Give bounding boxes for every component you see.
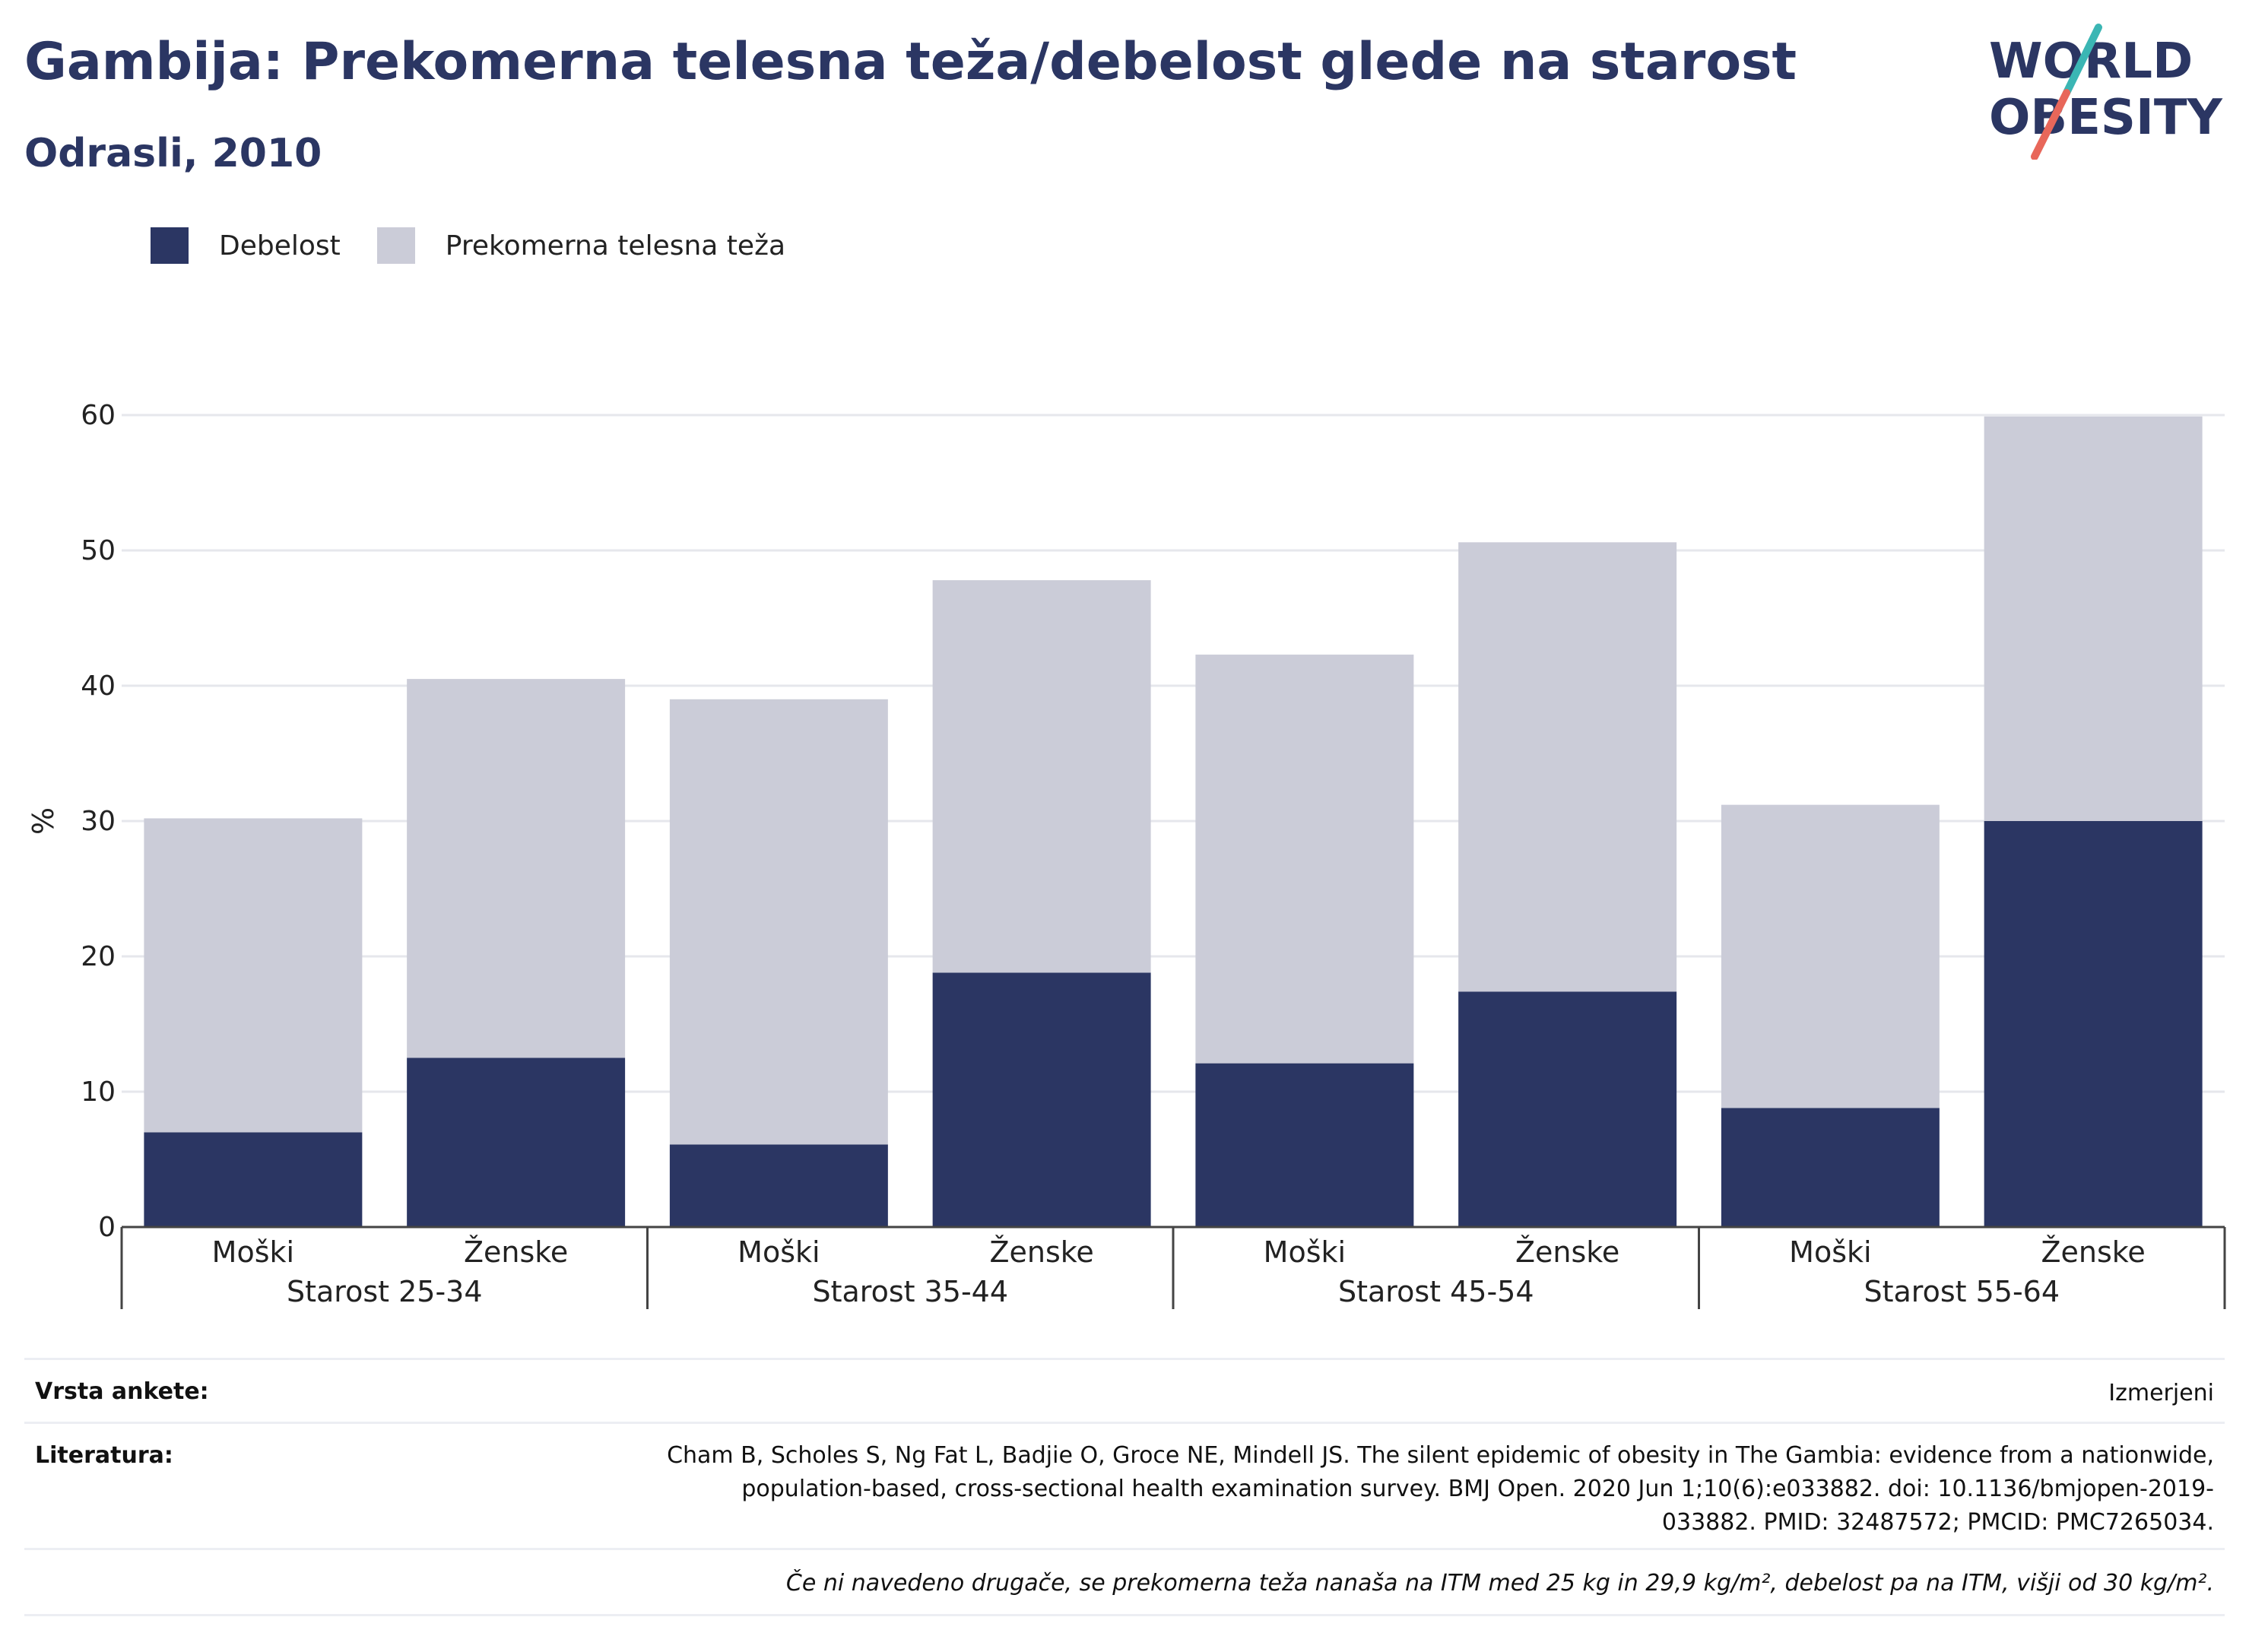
x-category-label: Moški [1789,1235,1871,1269]
bar-obesity [1195,1063,1414,1227]
bar-overweight [1195,655,1414,1064]
stacked-bar-chart: 0 10 20 30 40 50 60% Moški Ženske Moški Ženske Mošk… [27,400,2226,1309]
bar-obesity [1984,821,2203,1227]
bar-overweight [144,818,363,1133]
x-group-label: Starost 35-44 [812,1275,1008,1308]
logo-coral-stroke [2031,89,2070,160]
legend-label-obesity: Debelost [219,230,341,262]
y-tick-label: 10 [81,1076,116,1108]
x-group-label: Starost 45-54 [1338,1275,1534,1308]
reference-line: Cham B, Scholes S, Ng Fat L, Badjie O, G… [667,1442,2214,1469]
legend: Debelost Prekomerna telesna teža [151,227,822,265]
reference-line: 033882. PMID: 32487572; PMCID: PMC726503… [1661,1509,2214,1536]
x-category-label: Moški [212,1235,294,1269]
survey-label: Vrsta ankete: [35,1378,209,1405]
y-tick-label: 0 [98,1212,116,1243]
x-category-label: Moški [738,1235,820,1269]
bar-obesity [932,972,1151,1227]
bar-overweight [1458,542,1677,992]
bar-overweight [932,580,1151,973]
y-axis-label: % [27,807,60,835]
legend-item-overweight[interactable]: Prekomerna telesna teža [376,227,786,264]
y-tick-label: 20 [81,941,116,972]
legend-item-obesity[interactable]: Debelost [151,227,341,264]
x-category-label: Moški [1264,1235,1346,1269]
x-category-label: Ženske [2041,1235,2145,1269]
chart-title: Gambija: Prekomerna telesna teža/debelos… [24,32,1797,92]
logo-line2: OBESITY [1989,90,2222,146]
y-tick-label: 40 [81,671,116,702]
legend-label-overweight: Prekomerna telesna teža [445,230,786,262]
bar-obesity [669,1144,888,1227]
reference-label: Literatura: [35,1442,173,1469]
chart-subtitle: Odrasli, 2010 [24,131,322,176]
bar-obesity [407,1057,626,1227]
footer-survey-row: Vrsta ankete: Izmerjeni [24,1358,2225,1424]
x-category-label: Ženske [989,1235,1093,1269]
x-group-label: Starost 25-34 [287,1275,483,1308]
reference-line: population-based, cross-sectional health… [741,1476,2214,1502]
reference-text: Cham B, Scholes S, Ng Fat L, Badjie O, G… [667,1439,2214,1539]
bar-obesity [1458,991,1677,1227]
legend-swatch-obesity [151,227,189,264]
definition-note: Če ni navedeno drugače, se prekomerna te… [785,1570,2214,1597]
bar-overweight [1721,804,1940,1108]
y-tick-label: 60 [81,400,116,431]
world-obesity-logo: WORLD OBESITY [1989,24,2222,160]
bar-overweight [407,679,626,1058]
x-group-label: Starost 55-64 [1864,1275,2060,1308]
footer-note-row: Če ni navedeno drugače, se prekomerna te… [24,1548,2225,1616]
y-tick-label: 50 [81,535,116,566]
survey-value: Izmerjeni [2108,1380,2214,1406]
footer-reference-row: Literatura: Cham B, Scholes S, Ng Fat L,… [24,1422,2225,1550]
bar-obesity [144,1132,363,1227]
x-category-label: Ženske [464,1235,568,1269]
bar-overweight [669,699,888,1145]
y-tick-label: 30 [81,806,116,837]
bar-overweight [1984,416,2203,821]
bar-obesity [1721,1108,1940,1227]
logo-teal-stroke [2063,24,2102,97]
legend-swatch-overweight [376,227,415,264]
x-category-label: Ženske [1515,1235,1619,1269]
